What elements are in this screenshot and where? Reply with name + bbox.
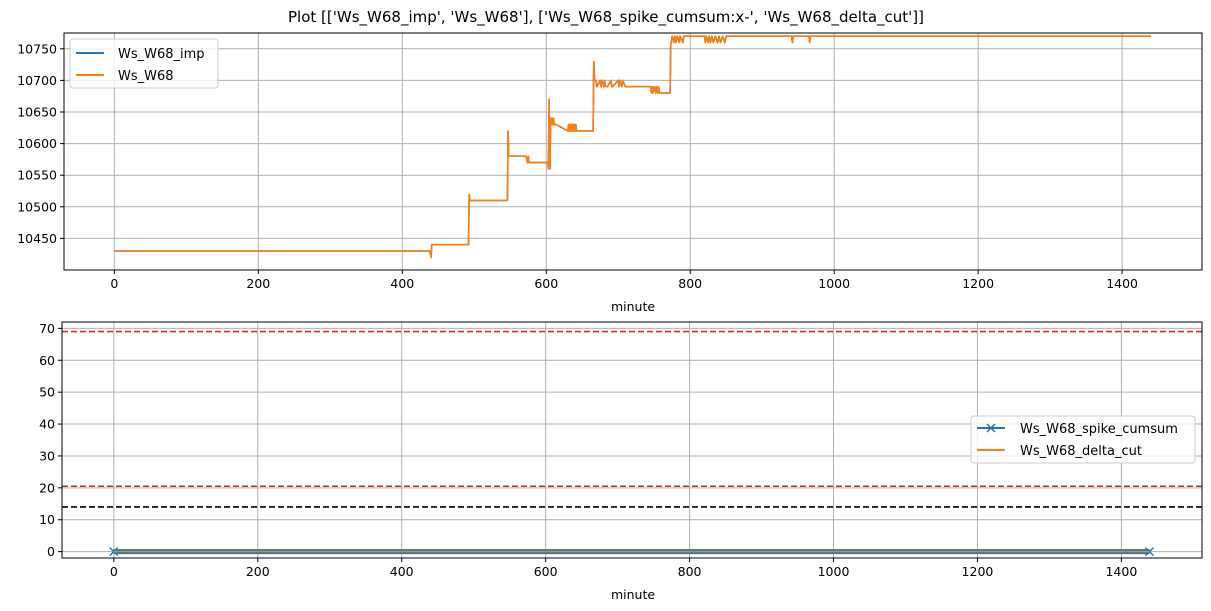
top-axes-frame xyxy=(63,32,1203,271)
y-tick-label: 10 xyxy=(39,512,55,527)
bottom-axes: 0 200 400 600 800 1000 1200 1400 0 10 20 30 40 50 60 7… xyxy=(39,321,1203,602)
bottom-legend-x-marker xyxy=(986,423,996,433)
y-tick-label: 10500 xyxy=(17,199,57,214)
bottom-threshold-lines xyxy=(62,330,1202,508)
x-tick-label: 800 xyxy=(678,276,702,291)
bottom-legend-box xyxy=(970,415,1196,464)
y-tick-label: 40 xyxy=(39,417,55,432)
bottom-legend-label-delta: Ws_W68_delta_cut xyxy=(1020,444,1142,459)
x-tick-label: 1400 xyxy=(1106,276,1138,291)
top-legend-label-imp: Ws_W68_imp xyxy=(118,47,205,62)
y-tick-label: 60 xyxy=(39,353,55,368)
y-tick-label: 10650 xyxy=(17,105,57,120)
top-axes: 0 200 400 600 800 1000 1200 1400 10450 10500 1055… xyxy=(17,32,1203,314)
y-tick-label: 10550 xyxy=(17,168,57,183)
bottom-legend-label-spike: Ws_W68_spike_cumsum xyxy=(1020,422,1178,437)
y-tick-label: 70 xyxy=(39,321,55,336)
series-line-Ws_W68 xyxy=(114,35,1151,259)
x-tick-label: 1200 xyxy=(962,564,994,579)
top-series-lines xyxy=(114,35,1151,259)
y-tick-label: 10450 xyxy=(17,231,57,246)
x-tick-label: 600 xyxy=(534,564,558,579)
x-tick-label: 200 xyxy=(246,564,270,579)
y-tick-label: 10600 xyxy=(17,136,57,151)
bottom-axes-frame xyxy=(61,321,1203,559)
series-marker-Ws_W68_spike_cumsum xyxy=(109,547,119,557)
x-tick-label: 0 xyxy=(110,564,118,579)
x-tick-label: 1400 xyxy=(1105,564,1137,579)
x-tick-label: 600 xyxy=(534,276,558,291)
top-y-ticks: 10450 10500 10550 10600 10650 10700 10750 xyxy=(17,41,64,246)
bottom-x-axis-label: minute xyxy=(611,587,655,602)
x-tick-label: 0 xyxy=(110,276,118,291)
top-x-ticks: 0 200 400 600 800 1000 1200 1400 xyxy=(110,270,1138,291)
x-tick-label: 1000 xyxy=(818,276,850,291)
top-legend-label-ws: Ws_W68 xyxy=(118,69,174,84)
x-tick-label: 400 xyxy=(390,564,414,579)
bottom-x-ticks: 0 200 400 600 800 1000 1200 1400 xyxy=(110,558,1137,579)
bottom-y-ticks: 0 10 20 30 40 50 60 70 xyxy=(39,321,62,559)
y-tick-label: 10750 xyxy=(17,41,57,56)
x-tick-label: 200 xyxy=(246,276,270,291)
y-tick-label: 30 xyxy=(39,448,55,463)
figure-title: Plot [['Ws_W68_imp', 'Ws_W68'], ['Ws_W68… xyxy=(288,8,924,27)
y-tick-label: 50 xyxy=(39,385,55,400)
y-tick-label: 0 xyxy=(47,544,55,559)
bottom-legend: Ws_W68_spike_cumsum Ws_W68_delta_cut xyxy=(970,415,1196,464)
top-grid xyxy=(64,33,1202,270)
x-tick-label: 400 xyxy=(390,276,414,291)
x-tick-label: 1200 xyxy=(962,276,994,291)
top-legend-box xyxy=(69,38,219,89)
y-tick-label: 10700 xyxy=(17,73,57,88)
x-tick-label: 800 xyxy=(678,564,702,579)
top-x-axis-label: minute xyxy=(611,299,655,314)
top-legend: Ws_W68_imp Ws_W68 xyxy=(69,38,219,89)
bottom-series-lines xyxy=(109,547,1154,557)
x-tick-label: 1000 xyxy=(818,564,850,579)
y-tick-label: 20 xyxy=(39,480,55,495)
